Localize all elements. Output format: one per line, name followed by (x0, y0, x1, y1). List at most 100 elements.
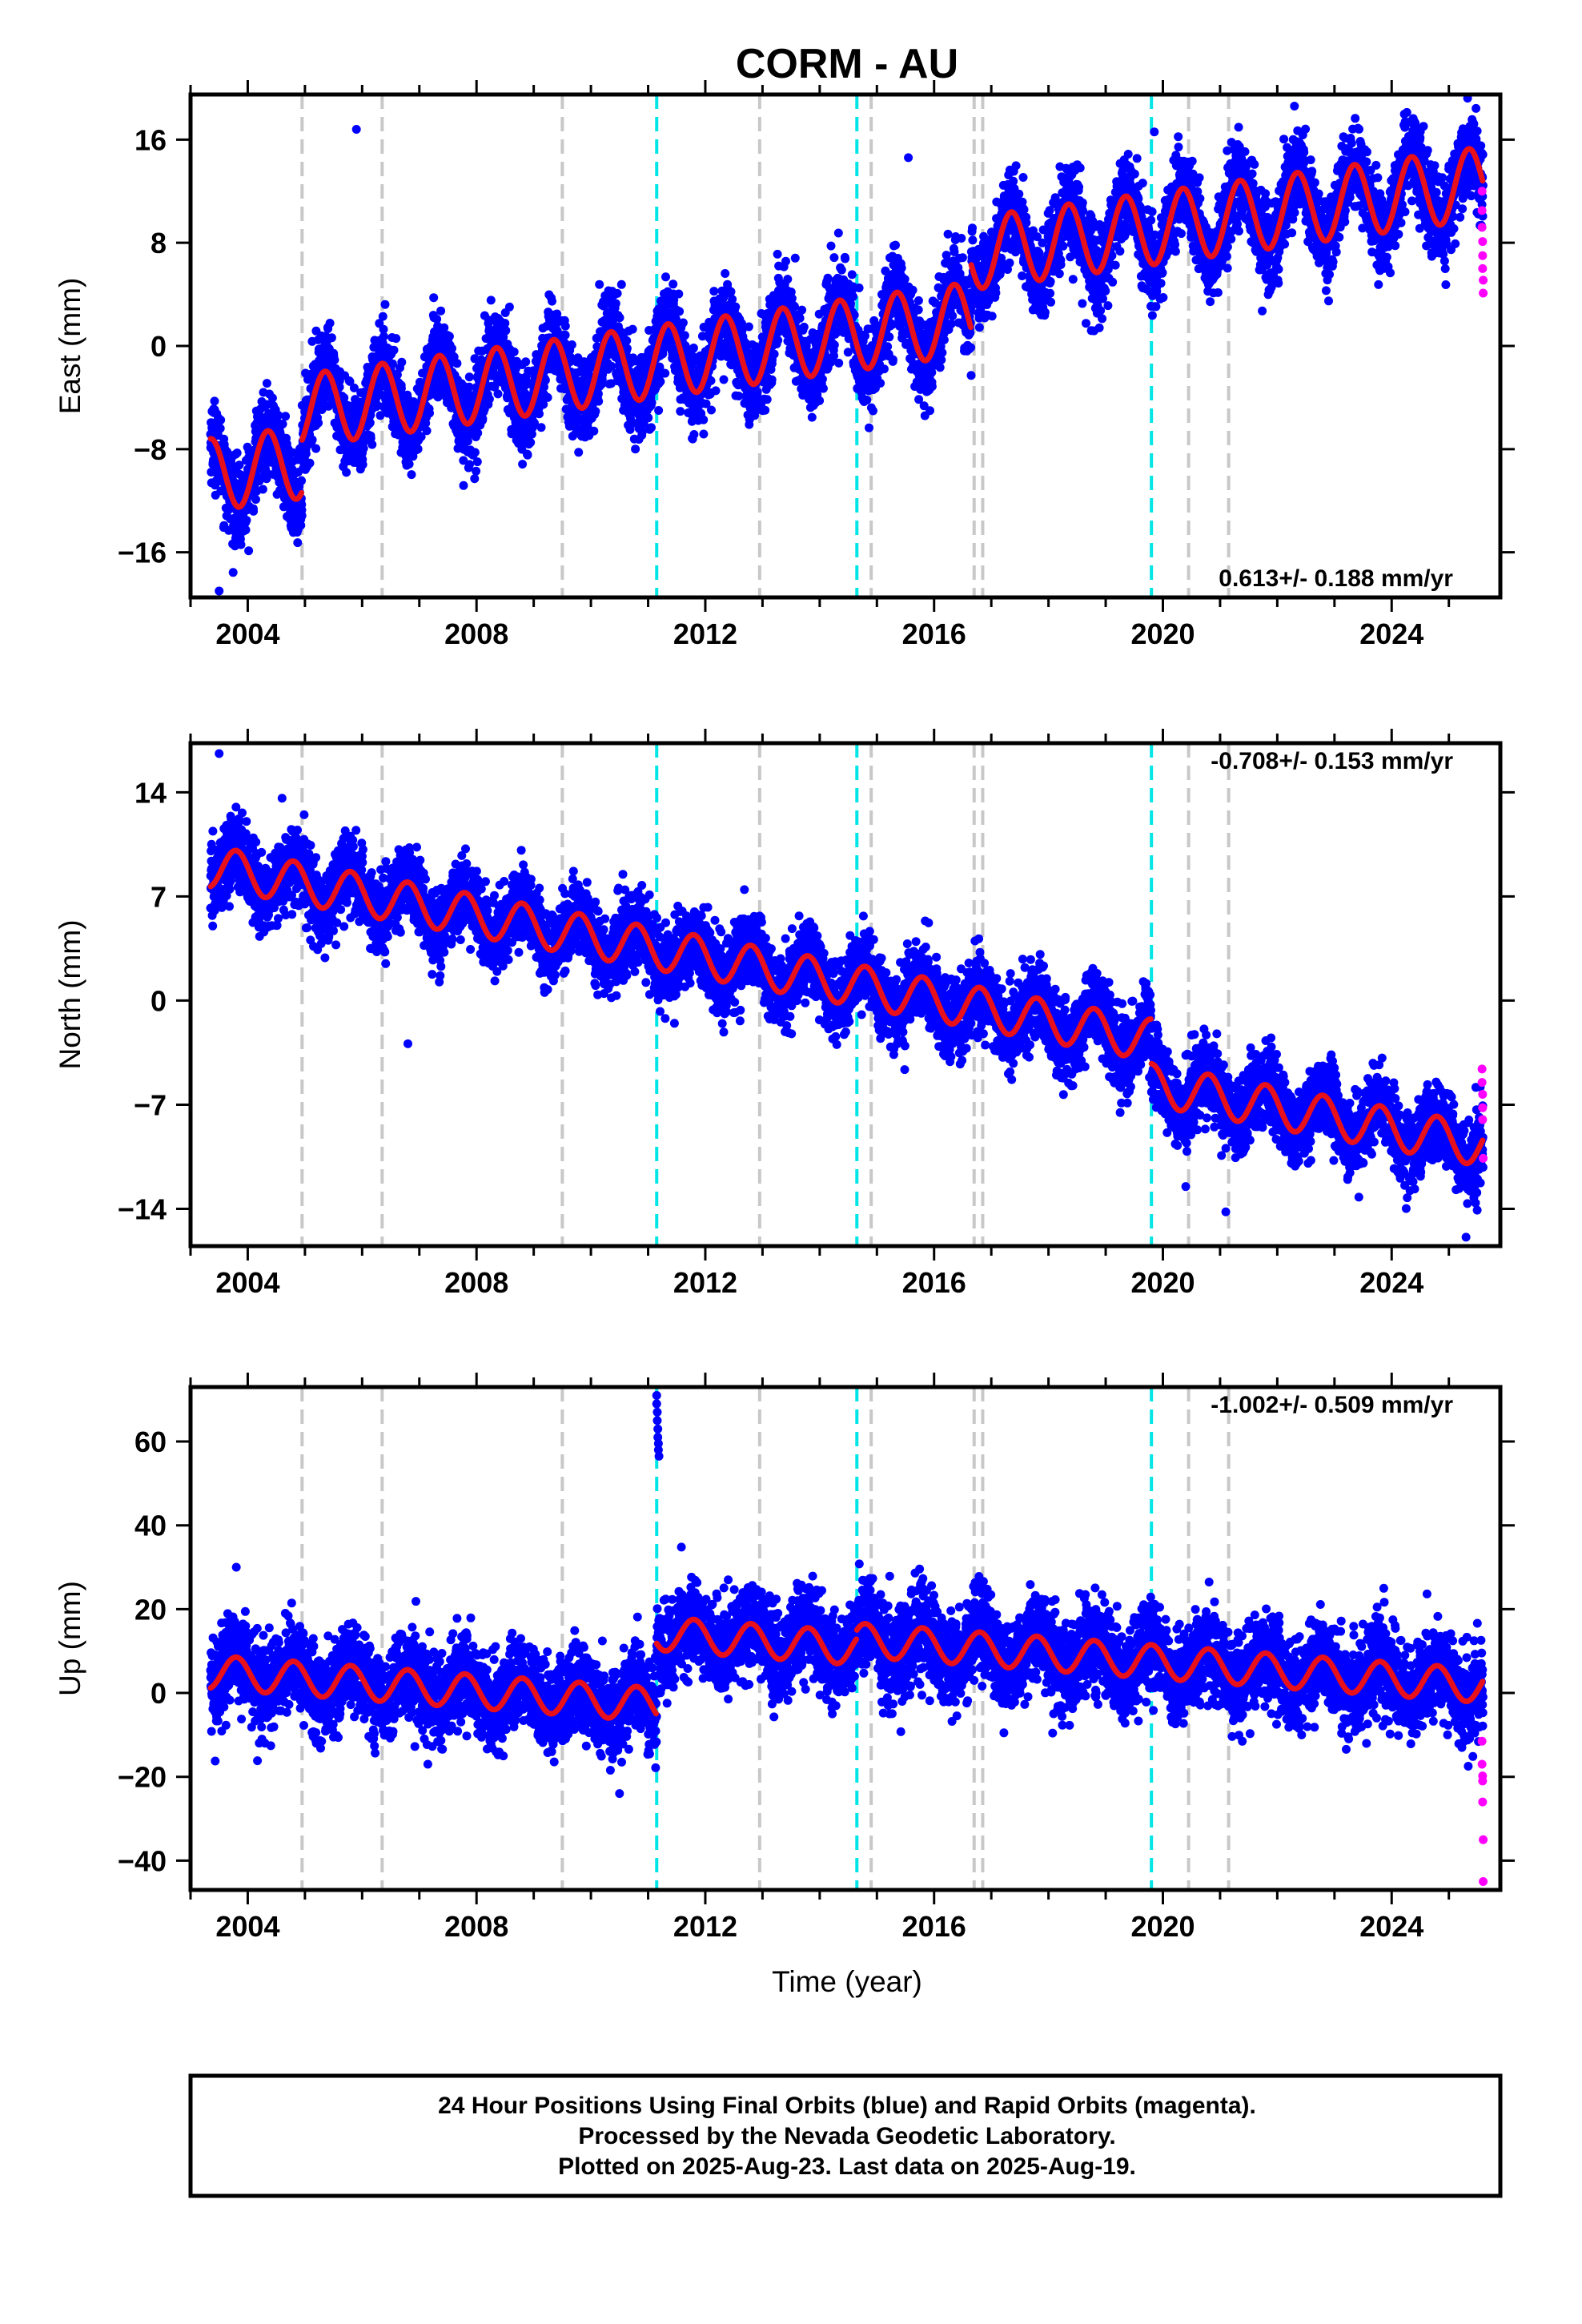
east-data-point (744, 322, 753, 332)
east-data-point (841, 254, 850, 263)
east-data-point (210, 396, 219, 406)
east-data-point (486, 296, 496, 305)
east-data-point (464, 372, 474, 382)
east-data-point (879, 364, 889, 374)
east-data-point (689, 430, 699, 439)
east-data-point (440, 323, 449, 332)
east-data-point (908, 285, 917, 295)
east-data-point (311, 444, 321, 453)
east-data-point (767, 375, 777, 384)
east-data-point (726, 287, 736, 296)
east-data-point (509, 347, 519, 356)
east-data-point (396, 384, 406, 393)
east-data-point (380, 300, 390, 309)
east-data-point (938, 348, 947, 357)
east-data-point (242, 516, 251, 525)
east-data-point (339, 393, 349, 403)
chart-title: CORM - AU (736, 41, 958, 87)
east-data-point (560, 330, 570, 340)
east-data-point (829, 253, 839, 263)
east-data-point (244, 546, 254, 556)
east-data-point (826, 241, 836, 251)
east-data-point (216, 416, 226, 424)
east-data-point (465, 460, 474, 469)
east-data-point (783, 275, 793, 284)
east-data-point (728, 295, 737, 304)
east-data-point (818, 384, 828, 393)
east-data-point (926, 406, 934, 416)
east-data-point (359, 444, 368, 453)
east-data-point (661, 272, 670, 282)
east-data-point (330, 355, 339, 364)
east-data-point (661, 368, 670, 378)
east-data-point (888, 355, 897, 364)
east-data-point (432, 315, 442, 324)
east-data-point (249, 506, 259, 516)
east-data-point (379, 332, 388, 341)
east-data-point (379, 324, 388, 334)
east-data-point (365, 418, 375, 428)
east-data-point (876, 379, 885, 388)
east-data-point (560, 321, 570, 331)
east-data-point (711, 386, 721, 396)
east-data-point (689, 344, 698, 352)
east-data-point (966, 343, 976, 352)
east-data-point (781, 256, 790, 266)
east-data-point (536, 423, 546, 432)
east-data-point (674, 289, 684, 299)
east-data-point (913, 296, 923, 305)
east-data-point (241, 525, 251, 535)
east-data-point (891, 240, 900, 250)
east-data-point (769, 349, 779, 359)
east-data-point (807, 412, 817, 422)
east-data-point (927, 382, 937, 392)
east-data-point (327, 333, 336, 343)
east-data-point (647, 423, 656, 432)
east-data-point (504, 302, 514, 312)
east-data-point (297, 511, 307, 521)
east-data-point (706, 376, 716, 385)
east-data-point (595, 279, 604, 289)
east-data-point (518, 460, 528, 469)
east-data-point (293, 538, 303, 548)
east-data-point (593, 389, 603, 399)
east-data-point (535, 409, 544, 419)
east-data-point (721, 269, 730, 278)
east-data-point (325, 319, 335, 328)
east-data-point (501, 326, 511, 336)
east-data-point (974, 323, 984, 332)
east-data-point (761, 405, 770, 415)
east-data-point (669, 279, 678, 289)
east-data-point (296, 521, 306, 530)
east-data-point (883, 342, 893, 352)
east-data-point (228, 568, 238, 577)
east-data-point (762, 395, 772, 404)
east-data-point (274, 411, 283, 420)
east-data-point (966, 371, 976, 380)
east-data-point (869, 406, 877, 416)
east-data-point (543, 392, 552, 402)
east-data-point (236, 540, 246, 549)
east-data-point (472, 457, 482, 467)
east-data-point (548, 296, 556, 306)
east-data-point (436, 306, 446, 316)
east-data-point (342, 468, 351, 477)
east-data-point (392, 370, 402, 380)
east-data-point (968, 235, 978, 245)
east-data-point (847, 270, 857, 279)
east-data-point (422, 426, 432, 436)
east-data-point (862, 396, 872, 404)
east-data-point (305, 458, 315, 468)
east-data-point (521, 357, 531, 367)
east-data-point (349, 383, 359, 392)
east-data-point (631, 444, 640, 454)
east-data-point (448, 344, 456, 353)
east-data-point (656, 377, 665, 386)
east-data-point (589, 426, 599, 436)
east-data-point (790, 253, 800, 263)
east-data-point (678, 318, 688, 328)
east-data-point (897, 263, 906, 273)
east-data-point (473, 428, 483, 438)
east-data-point (567, 340, 576, 349)
east-data-point (654, 406, 664, 415)
